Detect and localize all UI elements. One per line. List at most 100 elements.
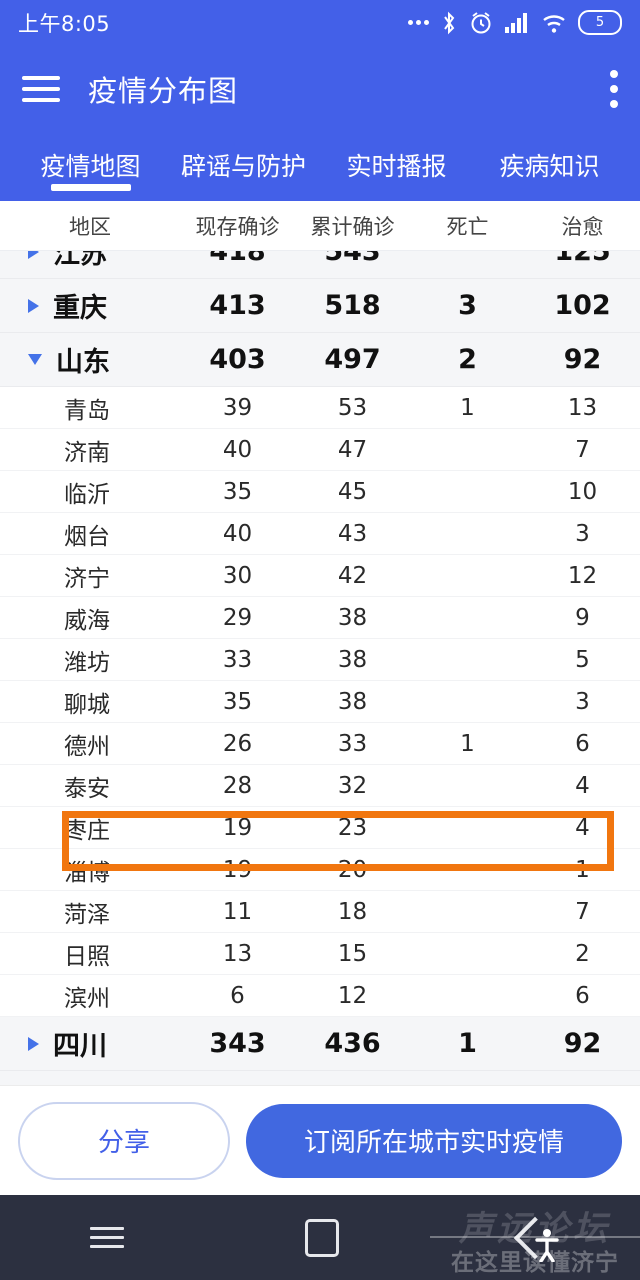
region-cell: 潍坊 — [0, 643, 180, 677]
accessibility-icon — [535, 1229, 559, 1262]
table-row[interactable]: 山东 403 497 2 92 — [0, 333, 640, 387]
table-row[interactable]: 江苏 418 543 125 — [0, 251, 640, 279]
table-row[interactable]: 日照 13 15 2 — [0, 933, 640, 975]
table-row[interactable]: 临沂 35 45 10 — [0, 471, 640, 513]
kebab-menu-icon[interactable] — [610, 70, 618, 108]
cell-total: 518 — [324, 290, 381, 321]
region-name: 滨州 — [64, 985, 110, 1012]
system-nav-bar: 声远论坛 在这里读懂济宁 — [0, 1195, 640, 1280]
tab-bar: 疫情地图 辟谣与防护 实时播报 疾病知识 — [0, 133, 640, 201]
cell-total: 47 — [337, 436, 368, 463]
region-name: 潍坊 — [64, 649, 110, 676]
bluetooth-icon — [440, 11, 458, 35]
cell-current: 29 — [222, 604, 253, 631]
region-cell: 江苏 — [0, 251, 180, 271]
cell-current: 11 — [222, 898, 253, 925]
cell-current: 403 — [209, 344, 266, 375]
region-name: 山东 — [56, 347, 110, 378]
column-header-0: 地区 — [69, 214, 111, 239]
cell-current: 343 — [209, 1028, 266, 1059]
region-cell: 枣庄 — [0, 811, 180, 845]
table-row[interactable]: 济宁 30 42 12 — [0, 555, 640, 597]
cell-cured: 13 — [567, 394, 598, 421]
chevron-down-icon[interactable] — [28, 354, 42, 365]
region-cell: 临沂 — [0, 475, 180, 509]
table-row[interactable]: 枣庄 19 23 4 — [0, 807, 640, 849]
chevron-right-icon[interactable] — [28, 251, 39, 259]
region-name: 枣庄 — [64, 817, 110, 844]
region-cell: 重庆 — [0, 286, 180, 325]
tab-3[interactable]: 疾病知识 — [473, 133, 626, 183]
table-row[interactable]: 济南 40 47 7 — [0, 429, 640, 471]
region-cell: 聊城 — [0, 685, 180, 719]
table-row[interactable]: 聊城 35 38 3 — [0, 681, 640, 723]
region-cell: 淄博 — [0, 853, 180, 887]
tab-label: 疫情地图 — [40, 152, 141, 181]
region-cell: 济南 — [0, 433, 180, 467]
tab-2[interactable]: 实时播报 — [320, 133, 473, 183]
region-cell: 济宁 — [0, 559, 180, 593]
table-row[interactable]: 四川 343 436 1 92 — [0, 1017, 640, 1071]
tab-label: 实时播报 — [346, 152, 447, 181]
table-row[interactable]: 威海 29 38 9 — [0, 597, 640, 639]
table-row[interactable]: 泰安 28 32 4 — [0, 765, 640, 807]
region-cell: 威海 — [0, 601, 180, 635]
region-name: 威海 — [64, 607, 110, 634]
table-row[interactable]: 菏泽 11 18 7 — [0, 891, 640, 933]
tab-1[interactable]: 辟谣与防护 — [167, 133, 320, 183]
chevron-right-icon[interactable] — [28, 298, 39, 313]
hamburger-icon[interactable] — [22, 76, 60, 102]
cell-deaths: 1 — [460, 394, 475, 421]
table-row[interactable]: 滨州 6 12 6 — [0, 975, 640, 1017]
tab-0[interactable]: 疫情地图 — [14, 133, 167, 191]
region-name: 江苏 — [53, 251, 107, 270]
table-body[interactable]: 江苏 418 543 125 重庆 413 518 3 102 山东 403 497 2 92 青岛 39 53… — [0, 251, 640, 1089]
cell-cured: 3 — [575, 688, 590, 715]
status-time: 上午8:05 — [18, 11, 111, 36]
region-name: 济宁 — [64, 565, 110, 592]
table-row[interactable]: 德州 26 33 1 6 — [0, 723, 640, 765]
cell-current: 35 — [222, 478, 253, 505]
action-bar: 分享 订阅所在城市实时疫情 — [0, 1085, 640, 1195]
cell-current: 33 — [222, 646, 253, 673]
table-row[interactable]: 重庆 413 518 3 102 — [0, 279, 640, 333]
region-cell: 山东 — [0, 340, 180, 379]
cell-total: 38 — [337, 646, 368, 673]
cell-current: 35 — [222, 688, 253, 715]
region-cell: 四川 — [0, 1024, 180, 1063]
table-row[interactable]: 烟台 40 43 3 — [0, 513, 640, 555]
column-header-2: 累计确诊 — [310, 214, 395, 239]
cell-total: 12 — [337, 982, 368, 1009]
tab-label: 辟谣与防护 — [180, 152, 306, 181]
cell-total: 42 — [337, 562, 368, 589]
cell-cured: 10 — [567, 478, 598, 505]
cell-cured: 9 — [575, 604, 590, 631]
cell-total: 15 — [337, 940, 368, 967]
cell-current: 413 — [209, 290, 266, 321]
cell-cured: 102 — [554, 290, 611, 321]
region-name: 临沂 — [64, 481, 110, 508]
battery-icon: 5 — [578, 10, 622, 35]
column-header-3: 死亡 — [446, 214, 489, 239]
cell-cured: 5 — [575, 646, 590, 673]
cell-total: 20 — [337, 856, 368, 883]
nav-home-icon[interactable] — [304, 1218, 339, 1257]
chevron-right-icon[interactable] — [28, 1036, 39, 1051]
signal-icon — [504, 12, 530, 34]
region-name: 四川 — [53, 1031, 107, 1062]
nav-menu-icon[interactable] — [90, 1227, 125, 1248]
region-name: 青岛 — [64, 397, 110, 424]
cell-total: 33 — [337, 730, 368, 757]
table-header: 地区 现存确诊 累计确诊 死亡 治愈 — [0, 201, 640, 251]
cell-current: 26 — [222, 730, 253, 757]
share-button[interactable]: 分享 — [18, 1101, 230, 1180]
cell-cured: 4 — [575, 772, 590, 799]
region-name: 聊城 — [64, 691, 110, 718]
table-row[interactable]: 青岛 39 53 1 13 — [0, 387, 640, 429]
table-row[interactable]: 淄博 19 20 1 — [0, 849, 640, 891]
cell-current: 28 — [222, 772, 253, 799]
cell-total: 18 — [337, 898, 368, 925]
subscribe-button[interactable]: 订阅所在城市实时疫情 — [246, 1103, 622, 1178]
table-row[interactable]: 潍坊 33 38 5 — [0, 639, 640, 681]
